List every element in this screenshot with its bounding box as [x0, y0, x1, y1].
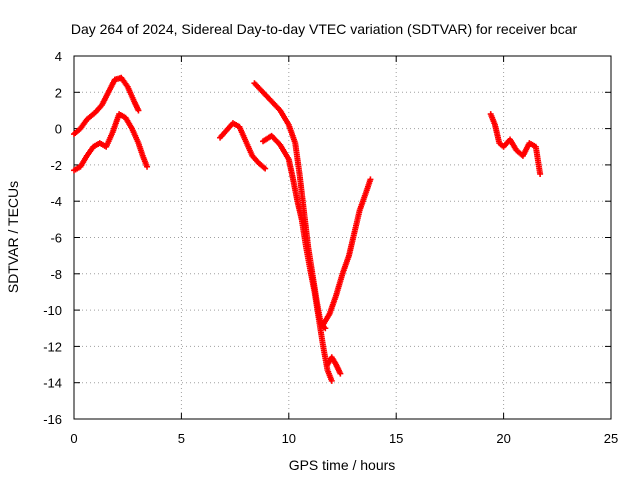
y-tick-label: -12	[43, 339, 62, 354]
x-tick-label: 0	[70, 431, 77, 446]
y-tick-label: -2	[50, 158, 62, 173]
data-point	[135, 107, 142, 114]
series-arc-4	[251, 80, 329, 332]
x-tick-label: 10	[282, 431, 296, 446]
axis-ticks	[73, 55, 612, 420]
x-tick-labels: 0 5 10 15 20 25	[70, 431, 618, 446]
y-tick-label: -8	[50, 267, 62, 282]
y-axis-title: SDTVAR / TECUs	[5, 181, 21, 293]
data-point	[328, 377, 335, 384]
x-tick-label: 20	[496, 431, 510, 446]
series-arc-5	[320, 176, 374, 328]
x-tick-label: 5	[178, 431, 185, 446]
series-arc-7	[487, 111, 544, 177]
data-point	[322, 325, 329, 332]
series-arc-1-upper	[71, 74, 142, 138]
y-tick-label: 2	[55, 85, 62, 100]
data-point	[262, 165, 269, 172]
x-tick-label: 25	[604, 431, 618, 446]
data-point	[367, 176, 374, 183]
data-point	[537, 170, 544, 177]
series-arc-1-lower	[71, 111, 151, 174]
series-arc-2	[217, 120, 269, 172]
data-point	[337, 370, 344, 377]
x-tick-label: 15	[389, 431, 403, 446]
y-tick-labels: -16 -14 -12 -10 -8 -6 -4 -2 0 2 4	[43, 49, 62, 427]
data-points	[71, 74, 544, 384]
chart-title: Day 264 of 2024, Sidereal Day-to-day VTE…	[71, 21, 578, 37]
y-tick-label: -4	[50, 194, 62, 209]
y-tick-label: 0	[55, 122, 62, 137]
y-tick-label: -14	[43, 376, 62, 391]
data-point	[144, 163, 151, 170]
y-tick-label: 4	[55, 49, 62, 64]
series-arc-6	[324, 354, 344, 377]
grid	[74, 56, 611, 419]
y-tick-label: -6	[50, 231, 62, 246]
y-tick-label: -16	[43, 412, 62, 427]
y-tick-label: -10	[43, 303, 62, 318]
x-axis-title: GPS time / hours	[289, 457, 396, 473]
